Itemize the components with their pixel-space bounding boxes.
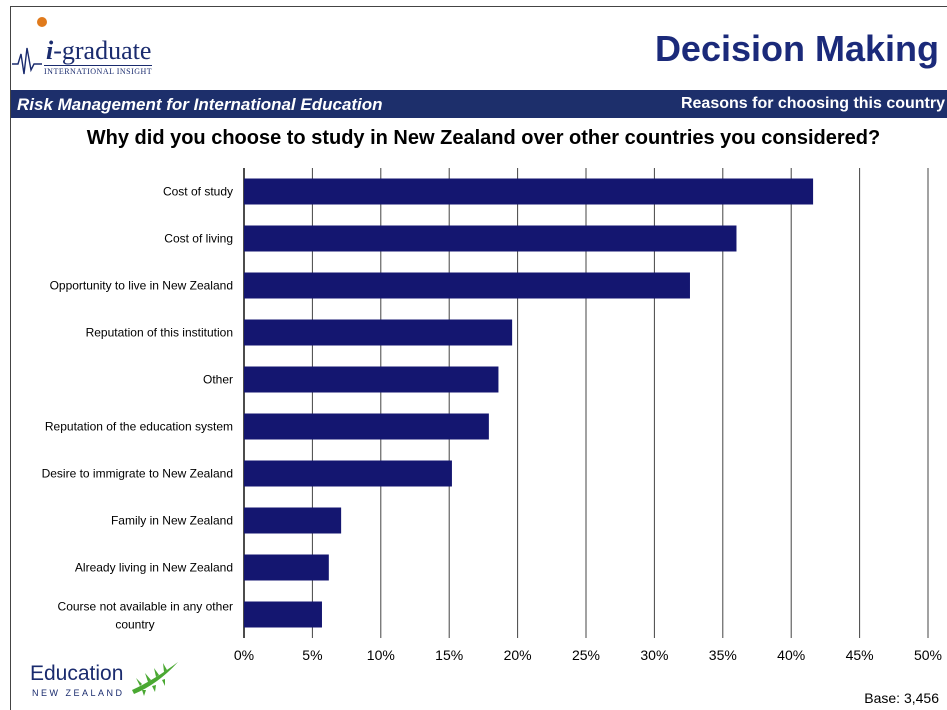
category-label: Course not available in any other — [58, 600, 233, 614]
logo-wave-icon — [12, 17, 47, 75]
x-tick-label: 15% — [435, 647, 463, 663]
x-tick-label: 25% — [572, 647, 600, 663]
banner-right-text: Reasons for choosing this country — [680, 95, 945, 112]
category-label: Desire to immigrate to New Zealand — [42, 467, 233, 481]
x-tick-label: 30% — [640, 647, 668, 663]
category-label: Already living in New Zealand — [75, 561, 233, 575]
chart-question: Why did you choose to study in New Zeala… — [86, 127, 881, 149]
bar — [244, 413, 489, 440]
logo-subtitle: INTERNATIONAL INSIGHT — [44, 65, 153, 76]
x-tick-label: 20% — [504, 647, 532, 663]
fern-leaf-icon — [132, 662, 178, 696]
education-nz-logo-text: Education — [30, 662, 124, 685]
logo-text: i-graduate — [46, 36, 152, 65]
category-label: Opportunity to live in New Zealand — [50, 279, 233, 293]
bar — [244, 178, 814, 205]
banner-left-text: Risk Management for International Educat… — [17, 95, 383, 114]
slide-frame — [10, 6, 947, 710]
x-tick-label: 50% — [914, 647, 942, 663]
x-tick-label: 5% — [302, 647, 322, 663]
x-tick-label: 10% — [367, 647, 395, 663]
page-title: Decision Making — [654, 28, 939, 69]
bar — [244, 225, 737, 252]
bar — [244, 319, 513, 346]
x-tick-label: 40% — [777, 647, 805, 663]
x-tick-label: 45% — [846, 647, 874, 663]
bar — [244, 272, 690, 299]
category-label: Cost of living — [164, 232, 233, 246]
category-label: Cost of study — [163, 185, 233, 199]
bar — [244, 460, 452, 487]
bar — [244, 507, 342, 534]
x-tick-label: 35% — [709, 647, 737, 663]
category-label: Reputation of the education system — [45, 420, 233, 434]
category-label: Family in New Zealand — [111, 514, 233, 528]
education-nz-logo-sub: NEW ZEALAND — [32, 688, 125, 698]
category-label: Reputation of this institution — [86, 326, 233, 340]
category-label: country — [115, 618, 154, 632]
bar — [244, 554, 329, 581]
i-graduate-logo: i-graduate INTERNATIONAL INSIGHT — [12, 14, 162, 78]
category-label: Other — [203, 373, 233, 387]
base-count: Base: 3,456 — [864, 690, 939, 706]
section-banner: Risk Management for International Educat… — [11, 90, 947, 118]
bar — [244, 601, 322, 628]
x-tick-label: 0% — [234, 647, 254, 663]
bar — [244, 366, 499, 393]
